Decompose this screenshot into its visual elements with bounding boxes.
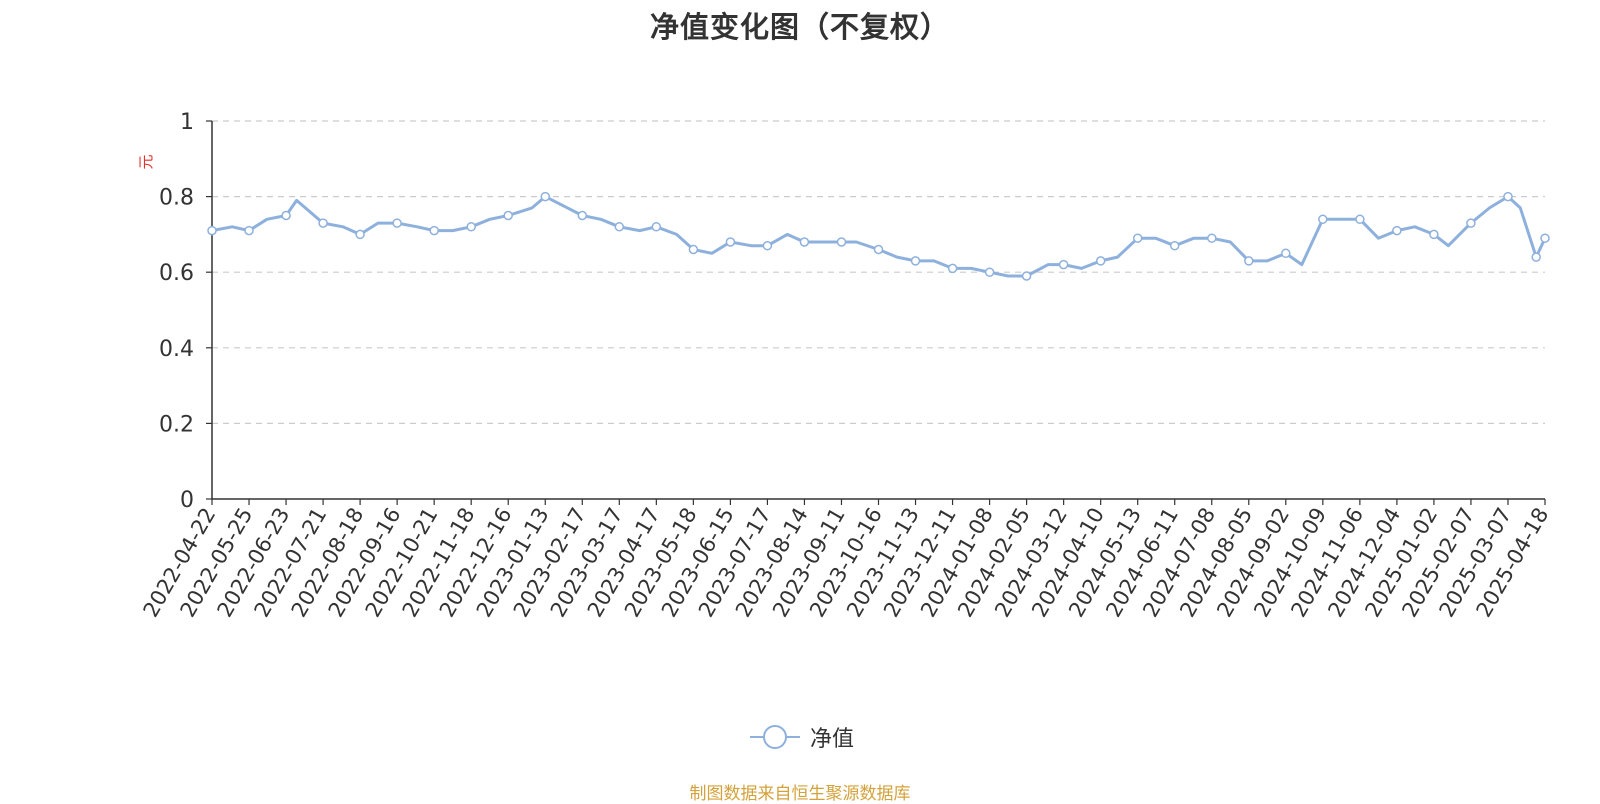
data-point[interactable]: [1540, 233, 1550, 243]
data-point[interactable]: [1392, 225, 1402, 236]
data-point[interactable]: [725, 237, 736, 247]
axes: [211, 121, 1545, 500]
source-note: 制图数据来自恒生聚源数据库: [689, 784, 911, 804]
data-point[interactable]: [1281, 248, 1291, 259]
y-axis-label: 元: [137, 154, 155, 169]
data-point[interactable]: [836, 237, 847, 247]
data-point[interactable]: [873, 244, 884, 255]
data-point[interactable]: [1207, 233, 1217, 243]
data-point[interactable]: [466, 222, 476, 232]
data-point[interactable]: [1095, 256, 1106, 266]
data-point[interactable]: [355, 229, 365, 240]
data-point[interactable]: [1503, 191, 1513, 202]
data-point[interactable]: [799, 237, 810, 247]
grid-lines: [212, 120, 1545, 424]
data-point[interactable]: [614, 222, 625, 232]
data-point[interactable]: [688, 244, 699, 255]
y-tick-labels: 0 0.2 0.4 0.6 0.8 1: [159, 110, 212, 513]
data-point[interactable]: [651, 222, 662, 232]
series-line: [210, 195, 1547, 278]
data-point[interactable]: [1531, 252, 1541, 262]
y-tick-label: 0.6: [159, 261, 194, 286]
chart-title: 净值变化图（不复权）: [649, 10, 950, 44]
series-markers: [207, 191, 1550, 281]
data-point[interactable]: [392, 218, 402, 228]
data-point[interactable]: [429, 225, 439, 236]
data-point[interactable]: [503, 210, 513, 221]
data-point[interactable]: [318, 218, 328, 228]
data-point[interactable]: [1058, 259, 1069, 270]
data-point[interactable]: [1169, 240, 1180, 251]
data-point[interactable]: [1466, 218, 1476, 228]
data-point[interactable]: [207, 225, 217, 236]
data-point[interactable]: [910, 256, 921, 266]
y-tick-label: 0: [180, 488, 194, 513]
data-point[interactable]: [1244, 256, 1254, 266]
y-tick-label: 0.8: [159, 186, 194, 211]
y-tick-label: 0.2: [159, 412, 194, 437]
data-point[interactable]: [1021, 271, 1032, 281]
data-point[interactable]: [1132, 233, 1143, 243]
legend-label: 净值: [810, 727, 855, 752]
legend-line-circle-icon: [750, 725, 800, 749]
y-tick-label: 1: [180, 110, 194, 135]
data-point[interactable]: [577, 210, 588, 221]
data-point[interactable]: [947, 263, 958, 274]
data-point[interactable]: [1355, 214, 1365, 225]
data-point[interactable]: [762, 240, 773, 251]
data-point[interactable]: [281, 210, 291, 221]
legend[interactable]: 净值: [750, 722, 854, 752]
data-point[interactable]: [1429, 229, 1439, 240]
data-point[interactable]: [984, 267, 995, 277]
x-tick-labels: 2022-04-222022-05-252022-06-232022-07-21…: [139, 499, 1553, 621]
data-point[interactable]: [244, 225, 254, 236]
data-point[interactable]: [1318, 214, 1328, 225]
data-point[interactable]: [540, 191, 551, 202]
series-line-layer: [210, 195, 1547, 278]
y-tick-label: 0.4: [159, 337, 194, 362]
